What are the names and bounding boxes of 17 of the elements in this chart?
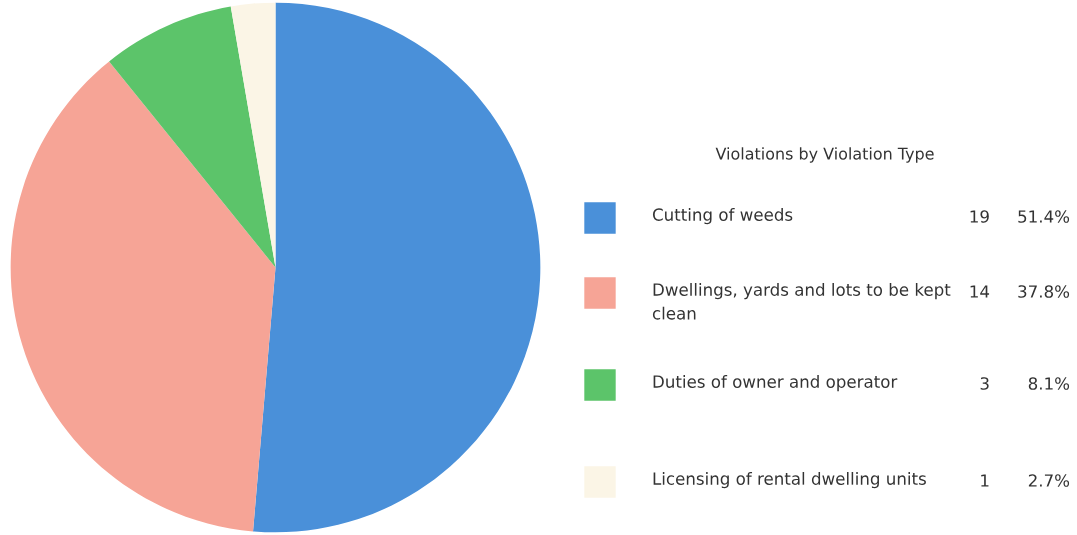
text: 2.7% [1028,474,1070,487]
data-label: 3 [980,377,989,390]
legend-label: Duties of owner and operator [653,375,898,392]
data-label: 1 [981,474,989,487]
text: 51.4% [1018,210,1070,223]
legend-title: Violations by Violation Type [715,147,934,163]
legend-label: Licensing of rental dwelling units [653,472,926,489]
data-label: 14 [970,285,990,298]
pie-slice [10,61,276,532]
text: 37.8% [1018,285,1070,298]
data-label: 19 [970,210,989,223]
pie-slice [253,2,541,533]
legend-label: Dwellings, yards and lots to be kept clean [652,283,951,320]
legend-label: Cutting of weeds [652,208,793,225]
pie-slice [109,6,276,268]
pie-slice [230,2,276,268]
text: 8.1% [1028,377,1070,390]
